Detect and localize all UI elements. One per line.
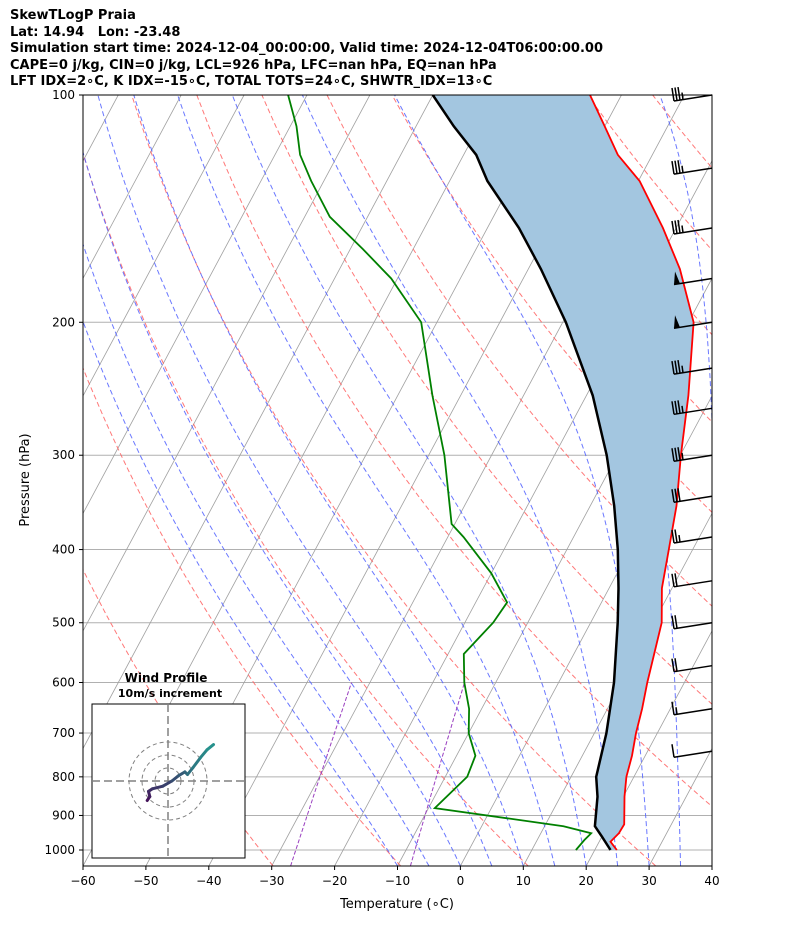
x-tick-label: −50: [133, 874, 158, 888]
x-tick-label: 20: [579, 874, 594, 888]
y-tick-label: 600: [52, 676, 75, 690]
dry-adiabat: [326, 95, 712, 607]
wind-barb: [671, 615, 713, 630]
cin-shading: [432, 95, 694, 850]
isotherm-line: [83, 95, 434, 750]
x-tick-label: −10: [385, 874, 410, 888]
chart-title: SkewTLogP Praia: [10, 8, 136, 23]
cape-line: CAPE=0 j/kg, CIN=0 j/kg, LCL=926 hPa, LF…: [10, 57, 497, 73]
y-tick-label: 400: [52, 543, 75, 557]
isotherm-line: [83, 95, 308, 515]
wind-barb: [671, 447, 713, 462]
hodograph-segment: [150, 784, 165, 791]
dry-adiabat: [196, 95, 712, 808]
moist-adiabat: [83, 320, 398, 866]
parcel-line: [431, 95, 620, 851]
temperature-line: [589, 95, 695, 851]
dry-adiabat: [718, 95, 794, 866]
y-tick-label: 500: [52, 616, 75, 630]
inset-subtitle: 10m/s increment: [118, 687, 222, 700]
location-line: Lat: 14.94 Lon: -23.48: [10, 24, 181, 40]
hodograph-segment: [191, 756, 202, 770]
y-axis-title: Pressure (hPa): [18, 433, 33, 526]
wind-barbs: [671, 86, 713, 759]
simulation-time-line: Simulation start time: 2024-12-04_00:00:…: [10, 41, 603, 56]
y-tick-label: 900: [52, 808, 75, 822]
hodograph-segment: [205, 743, 215, 752]
isotherm-line: [83, 95, 245, 397]
isotherm-line: [522, 512, 712, 866]
mixing-ratio-line: [290, 682, 352, 866]
axes: −60 −50 −40 −30 −20 −10 0 10 20 30 40 100 200 300 400 5…: [44, 88, 719, 888]
wind-barb: [671, 400, 713, 416]
wind-barb: [673, 271, 713, 286]
x-tick-label: 0: [457, 874, 465, 888]
moist-adiabat: [301, 95, 619, 866]
mixing-ratio-line: [409, 682, 465, 866]
moist-adiabat: [177, 95, 556, 866]
isotherm-line: [585, 630, 712, 866]
dry-adiabat: [131, 95, 657, 866]
moist-adiabat: [83, 242, 430, 866]
wind-profile-inset: Wind Profile 10m/s increment: [91, 671, 246, 859]
wind-barb: [671, 360, 713, 375]
wind-barb: [671, 744, 713, 759]
x-tick-label: −60: [70, 874, 95, 888]
y-tick-label: 200: [52, 315, 75, 329]
x-tick-label: −20: [322, 874, 347, 888]
wind-barb: [671, 529, 713, 544]
dewpoint-line: [287, 95, 593, 851]
moist-adiabat: [231, 95, 587, 866]
index-line: LFT IDX=2∘C, K IDX=-15∘C, TOTAL TOTS=24∘…: [10, 74, 493, 89]
y-tick-label: 700: [52, 726, 75, 740]
wind-barb: [671, 488, 713, 504]
x-tick-label: −30: [259, 874, 284, 888]
wind-barb: [671, 658, 713, 673]
wind-barb: [673, 315, 713, 330]
moist-adiabat: [659, 95, 712, 866]
y-tick-label: 1000: [44, 843, 75, 857]
dry-adiabat: [456, 95, 712, 423]
dry-adiabat: [83, 151, 529, 866]
isotherm-line: [83, 95, 371, 632]
x-tick-label: 30: [641, 874, 656, 888]
wind-barb: [671, 701, 713, 716]
wind-barb: [671, 86, 713, 102]
x-tick-label: 40: [704, 874, 719, 888]
wind-barb: [671, 160, 713, 175]
wind-barb: [671, 219, 713, 235]
chart-header: SkewTLogP Praia Lat: 14.94 Lon: -23.48 S…: [10, 8, 603, 91]
isotherm-line: [397, 277, 712, 866]
wind-barb: [671, 573, 713, 588]
x-tick-label: −40: [196, 874, 221, 888]
profile-lines: [287, 95, 695, 851]
isotherm-line: [711, 865, 712, 866]
y-tick-label: 800: [52, 770, 75, 784]
hodograph-segment: [161, 779, 174, 788]
x-axis-title: Temperature (∘C): [339, 897, 454, 912]
moist-adiabat: [83, 150, 461, 866]
moist-adiabat: [133, 95, 524, 866]
y-tick-label: 100: [52, 88, 75, 102]
isotherm-line: [83, 95, 182, 280]
x-tick-label: 10: [516, 874, 531, 888]
y-tick-label: 300: [52, 448, 75, 462]
inset-title: Wind Profile: [125, 671, 208, 685]
dry-adiabat: [83, 366, 402, 866]
hodograph-segment: [199, 748, 209, 760]
